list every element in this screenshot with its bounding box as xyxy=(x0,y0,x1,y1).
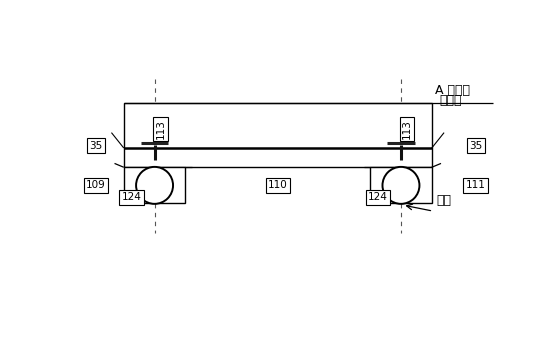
Bar xyxy=(124,167,185,204)
Text: A 平面磨: A 平面磨 xyxy=(435,84,470,97)
Ellipse shape xyxy=(382,167,419,204)
Text: 113: 113 xyxy=(402,119,412,139)
Text: 光顶紧: 光顶紧 xyxy=(440,94,462,107)
Text: 113: 113 xyxy=(156,119,166,139)
Text: 35: 35 xyxy=(90,141,102,151)
Text: 109: 109 xyxy=(86,180,106,190)
Bar xyxy=(124,103,432,167)
Text: 35: 35 xyxy=(469,141,482,151)
Text: 111: 111 xyxy=(466,180,486,190)
Ellipse shape xyxy=(136,167,173,204)
Text: 124: 124 xyxy=(122,192,141,202)
Bar xyxy=(370,167,432,204)
Text: 124: 124 xyxy=(368,192,388,202)
Text: 110: 110 xyxy=(268,180,288,190)
Text: 坡口: 坡口 xyxy=(436,193,451,207)
